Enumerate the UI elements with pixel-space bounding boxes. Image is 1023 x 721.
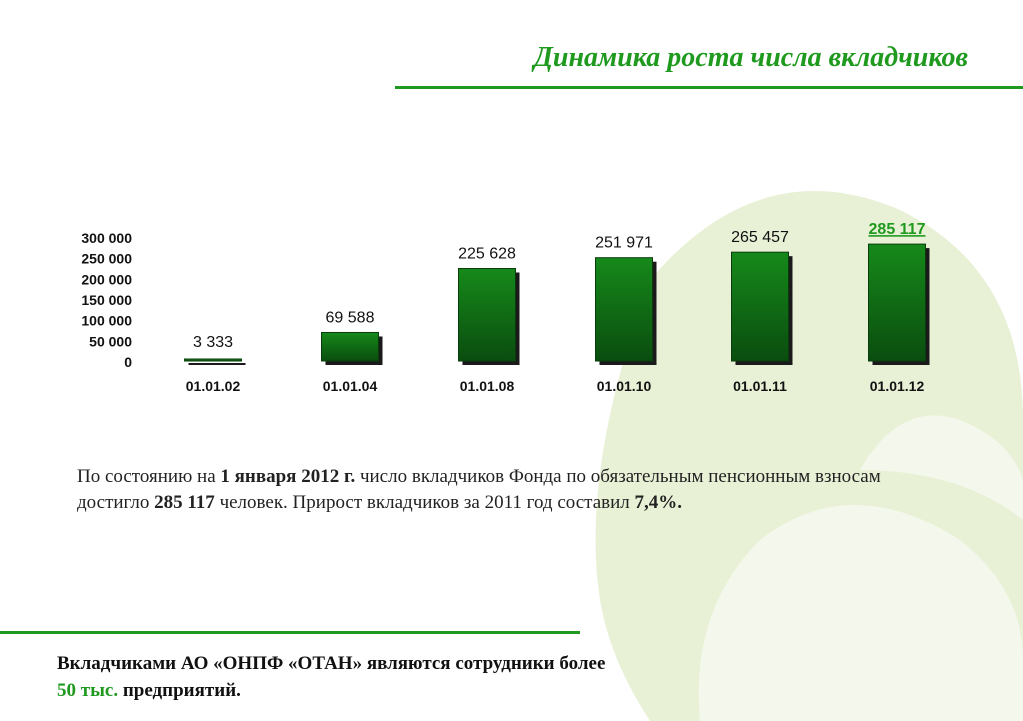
summary-text-2: число вкладчиков Фонда по обязательным п… — [77, 466, 881, 513]
summary-growth: 7,4%. — [634, 492, 683, 513]
summary-text-3: человек. Прирост вкладчиков за 2011 год … — [214, 492, 635, 513]
bar-value-label: 225 628 — [458, 245, 516, 262]
logo-inner-swirl — [698, 505, 1023, 721]
bar — [731, 251, 789, 362]
y-tick-label: 0 — [124, 354, 132, 370]
x-tick-label: 01.01.04 — [323, 378, 378, 394]
footer-text-start: Вкладчиками АО «ОНПФ «ОТАН» являются сот… — [57, 653, 606, 674]
bar-value-label: 285 117 — [869, 221, 926, 238]
bars-group — [184, 243, 930, 365]
bar — [184, 358, 242, 362]
title-underline — [395, 86, 1023, 89]
y-tick-label: 100 000 — [81, 313, 132, 329]
footer-text-end: предприятий. — [118, 680, 241, 701]
footer-divider — [0, 631, 580, 634]
bar-value-label: 3 333 — [193, 334, 233, 351]
bar-shadow — [188, 363, 246, 365]
bar — [868, 243, 926, 362]
bar — [595, 257, 653, 362]
y-tick-label: 150 000 — [81, 292, 132, 308]
footer-statement: Вкладчиками АО «ОНПФ «ОТАН» являются сот… — [57, 650, 617, 704]
y-tick-label: 300 000 — [81, 230, 132, 246]
x-tick-label: 01.01.08 — [460, 378, 515, 394]
logo-inner-notch — [860, 415, 1023, 520]
x-tick-label: 01.01.10 — [597, 378, 652, 394]
y-tick-label: 50 000 — [89, 333, 132, 349]
y-tick-label: 250 000 — [81, 251, 132, 267]
x-tick-label: 01.01.12 — [870, 378, 925, 394]
bar — [321, 331, 379, 362]
bar-value-label: 69 588 — [326, 309, 375, 326]
footer-accent-number: 50 тыс. — [57, 680, 119, 701]
value-labels-group: 3 333 69 588 225 628 251 971 265 457 285 117 — [193, 221, 926, 351]
x-axis-labels: 01.01.02 01.01.04 01.01.08 01.01.10 01.01.11… — [186, 378, 925, 394]
summary-count: 285 117 — [154, 492, 215, 513]
summary-date: 1 января 2012 г. — [220, 466, 356, 487]
y-axis-labels: 300 000 250 000 200 000 150 000 100 000 50 00… — [81, 230, 132, 370]
x-tick-label: 01.01.02 — [186, 378, 241, 394]
bar-value-label: 265 457 — [731, 229, 789, 246]
depositors-bar-chart: 300 000 250 000 200 000 150 000 100 000 50 00… — [81, 221, 930, 394]
bar-value-label: 251 971 — [595, 235, 653, 252]
y-tick-label: 200 000 — [81, 271, 132, 287]
bar — [458, 267, 516, 362]
x-tick-label: 01.01.11 — [733, 378, 787, 394]
summary-text-1: По состоянию на — [77, 466, 221, 487]
summary-paragraph: По состоянию на 1 января 2012 г. число в… — [77, 464, 897, 516]
page-title: Динамика роста числа вкладчиков — [533, 42, 968, 73]
